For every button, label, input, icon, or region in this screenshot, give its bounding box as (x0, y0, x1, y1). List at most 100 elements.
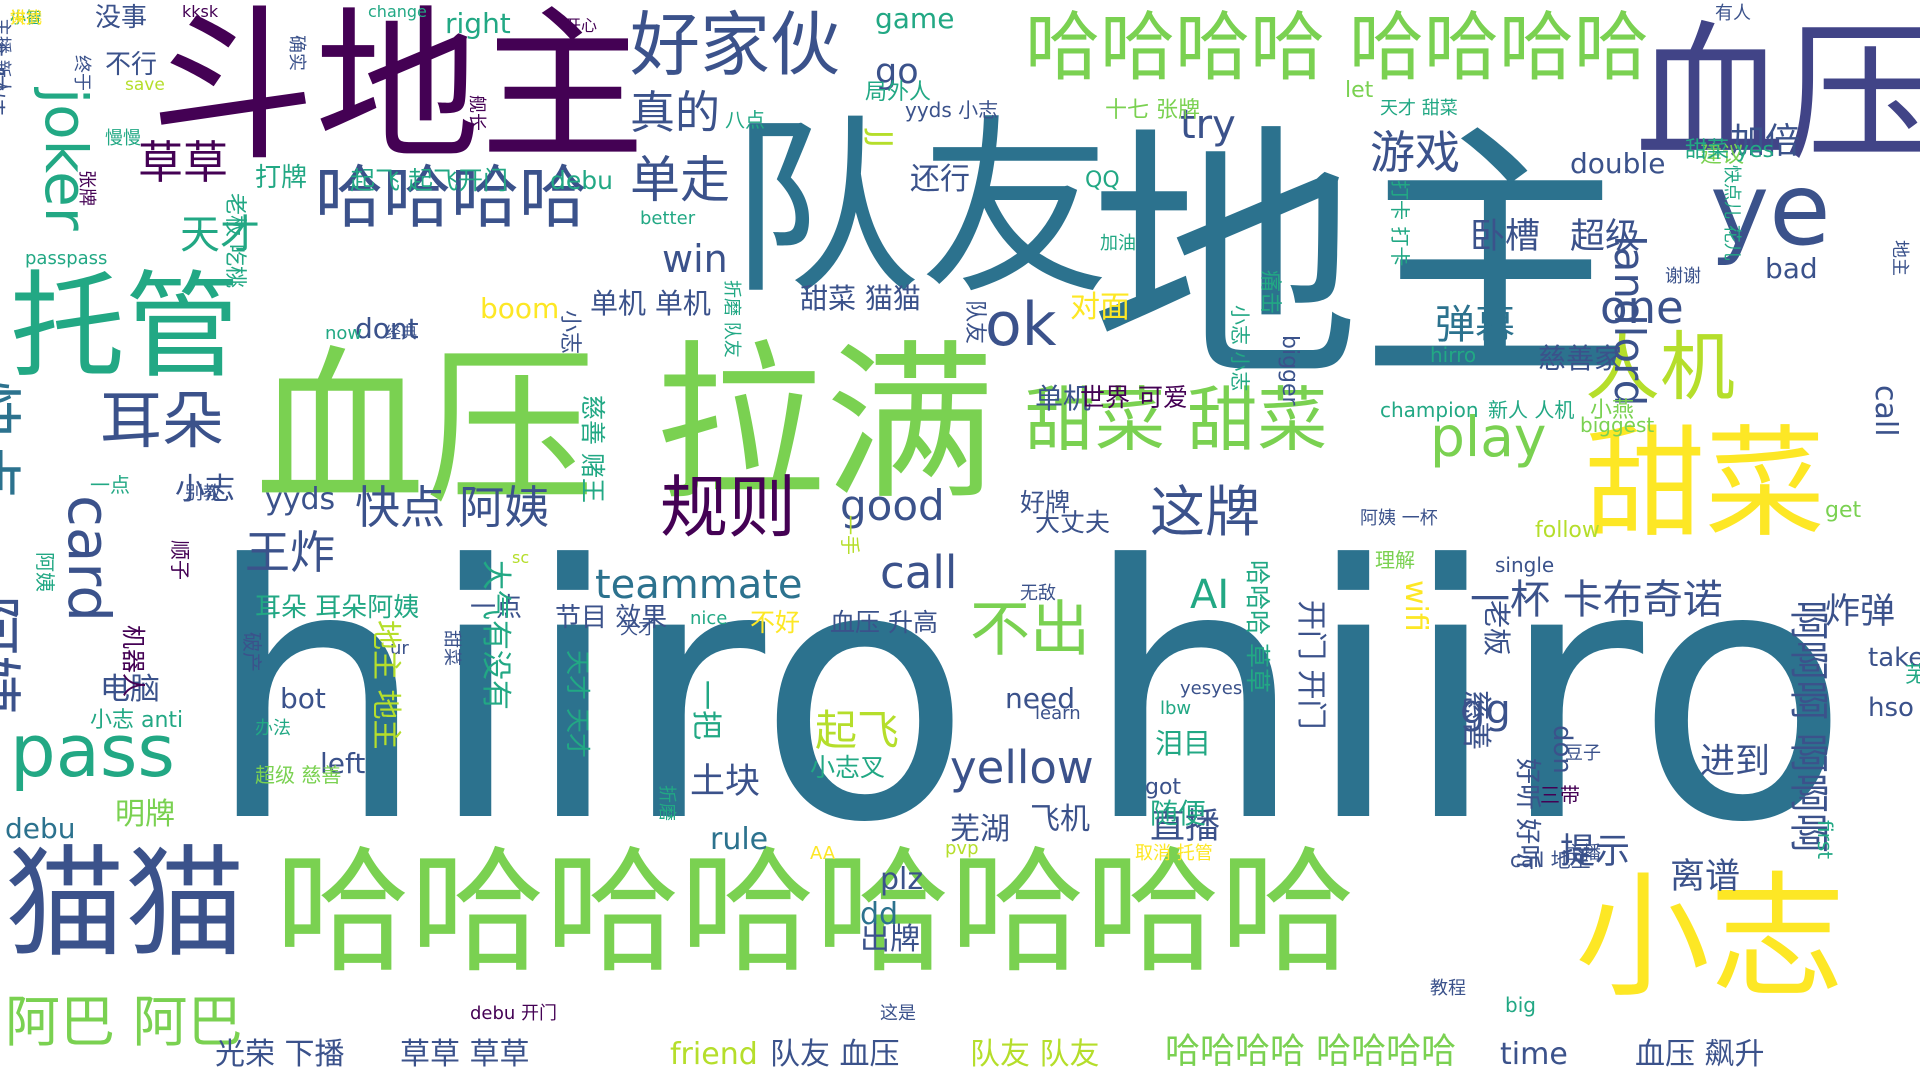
word: 猫猫 (5, 835, 245, 974)
word: one (1600, 281, 1684, 334)
word: 队友 (730, 99, 1111, 320)
word: 队友 血压 (770, 1037, 900, 1072)
word: 快点 (0, 380, 25, 500)
word: 快点 阿姨 (355, 481, 550, 534)
word: 小志 (1575, 859, 1845, 1016)
word: 机器人 (119, 625, 147, 697)
word: 谢谢 (1665, 266, 1701, 287)
word: 不出 (970, 595, 1090, 665)
word: wifi (1398, 580, 1433, 632)
word: 取消 托管 (1135, 843, 1213, 864)
word: JJ (863, 130, 898, 148)
word: time (1500, 1037, 1568, 1072)
word: 甜菜 甜菜 (1025, 379, 1328, 461)
word: 甜菜 yes (1685, 138, 1775, 163)
word: save (125, 75, 165, 95)
word: 快点儿 花儿 (1721, 165, 1742, 261)
word: 好家伙 (630, 4, 840, 86)
word: friend (670, 1037, 758, 1072)
word: 人机 (1585, 323, 1736, 411)
word: bot (280, 682, 326, 715)
word: let (1345, 78, 1374, 103)
word: 教程 (1430, 978, 1466, 999)
word: change (368, 2, 427, 21)
word: ye (1710, 151, 1831, 268)
word: 起飞 起飞开门 (350, 166, 508, 195)
word: pass (10, 709, 175, 793)
word: 小燕 (1590, 398, 1635, 423)
word: 不行 (105, 50, 158, 80)
word: 不好 (750, 608, 801, 637)
word: 十七 张牌 (1105, 98, 1200, 123)
word: 有人 (1715, 3, 1751, 24)
word: 真的 (630, 86, 721, 139)
word: 草草 草草 (400, 1037, 530, 1072)
word: 地主 (1889, 240, 1910, 276)
word: 好牌 (1020, 488, 1071, 517)
word: 小志 (175, 472, 235, 507)
word: 慈善 (1458, 690, 1493, 750)
word: 血压 飙升 (1635, 1037, 1765, 1072)
word: 光荣 下播 (215, 1037, 345, 1072)
word: 地主 地主 (368, 620, 403, 750)
word: 芜湖 起飞 (1905, 663, 1920, 688)
word: kksk (182, 2, 219, 21)
word: yyds (265, 482, 336, 517)
word: 这牌 (1150, 480, 1261, 544)
word: ur (390, 638, 409, 659)
word: 终于 (71, 55, 92, 91)
word: 草草 (138, 136, 229, 189)
word: 进到 (1700, 742, 1771, 782)
word: good (840, 481, 945, 530)
word: AI (1190, 572, 1230, 618)
word: 斗地主 (150, 0, 645, 183)
word: 加油 (1100, 233, 1136, 254)
word: now (325, 323, 363, 344)
word: play (1430, 405, 1547, 469)
word: 办法 (255, 718, 291, 739)
word: champion (1380, 398, 1479, 422)
word: 啊啊啊 啊啊啊 (1785, 600, 1831, 853)
word: bigger (1277, 335, 1302, 406)
word: 痛击 (1257, 270, 1282, 315)
word: 甜菜 (441, 630, 462, 666)
word: 天才 天才 (563, 650, 592, 758)
word: call (880, 546, 958, 599)
word: 提示 (1560, 832, 1631, 872)
word: 出牌 (860, 922, 920, 957)
word: 耳朵 (100, 384, 225, 457)
word: 一把 (688, 680, 723, 740)
word: 小志叉 (810, 753, 886, 782)
word: 哈哈哈哈 哈哈哈哈 (1165, 1032, 1457, 1072)
word: bad (1765, 252, 1818, 285)
word: 天才 甜菜 (1380, 98, 1458, 119)
word: 开心 (565, 16, 598, 35)
word: 哈哈哈哈 (315, 159, 588, 238)
word: 节目 效果 (555, 603, 668, 633)
word: 慈善家 (1538, 342, 1623, 375)
word: lbw (1160, 698, 1192, 719)
word: 加倍 (1730, 122, 1801, 162)
word: hiiro hiiro (205, 491, 1850, 899)
word: 小志 小志 (1228, 305, 1252, 392)
word: 确实 (286, 35, 307, 71)
word: first (1813, 820, 1837, 860)
word: debu (5, 812, 76, 845)
word: 甜菜 猫猫 (800, 282, 921, 315)
word: yyds 小志 (905, 98, 999, 122)
word: right (445, 7, 511, 40)
word: 飞机 (1030, 802, 1090, 837)
word: 天才 (180, 212, 260, 258)
word: call (1868, 385, 1903, 437)
word: 老板 吃桃 (222, 193, 247, 288)
word: 单走 (630, 151, 730, 209)
word: hirro (1430, 343, 1477, 367)
word: sc (512, 548, 530, 567)
word: teammate (595, 562, 803, 608)
word: 小志 anti (90, 708, 184, 733)
word: 这是 (880, 1003, 916, 1024)
word: 顺子 (168, 540, 192, 580)
word: biggest (1580, 413, 1655, 437)
word: 单机 单机 (590, 287, 711, 320)
